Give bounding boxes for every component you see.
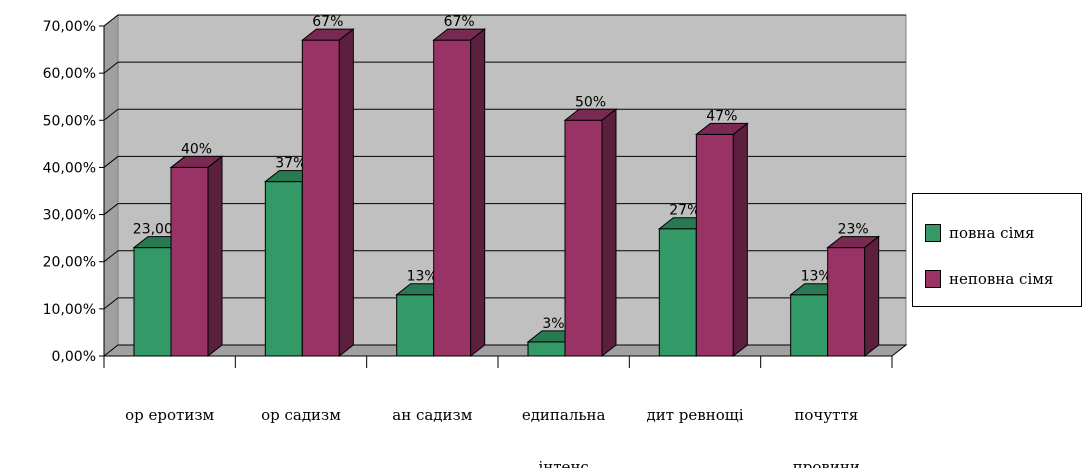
y-tick-label: 10,00% — [43, 302, 96, 318]
gridline — [103, 14, 906, 27]
bar — [433, 39, 472, 357]
y-tick-label: 0,00% — [52, 349, 96, 365]
bar-side — [601, 108, 617, 358]
bar-side — [207, 155, 223, 358]
data-label: 3% — [542, 316, 564, 332]
bar-side — [338, 28, 354, 358]
data-label: 47% — [706, 108, 737, 124]
y-tick-label: 20,00% — [43, 255, 96, 271]
bar — [527, 341, 566, 357]
gridline — [103, 203, 906, 215]
gridline — [103, 108, 906, 121]
x-tick-label: провини — [793, 458, 860, 468]
legend-label-full-family: повна сімя — [949, 224, 1035, 242]
data-label: 50% — [575, 94, 606, 110]
gridline — [103, 250, 906, 263]
bar — [170, 166, 209, 357]
data-label: 13% — [801, 269, 832, 285]
legend-swatch-full-family — [925, 224, 941, 242]
bar — [827, 247, 866, 357]
plot-back-wall — [117, 14, 907, 346]
y-tick-label: 40,00% — [43, 160, 96, 176]
data-label: 13% — [407, 269, 438, 285]
bar-side — [470, 28, 486, 358]
x-tick-label: інтенс — [538, 458, 588, 468]
x-tick-label: ан садизм — [392, 406, 472, 424]
y-tick-label: 60,00% — [43, 66, 96, 82]
data-label: 67% — [312, 14, 343, 30]
data-label: 40% — [181, 141, 212, 157]
bar — [790, 294, 829, 357]
plot-side-wall — [103, 13, 119, 358]
y-tick-label: 50,00% — [43, 113, 96, 129]
bar — [396, 294, 435, 357]
bar — [564, 119, 603, 357]
legend-item-incomplete-family: неповна сімя — [925, 270, 1053, 288]
y-tick-label: 70,00% — [43, 19, 96, 35]
bar-side — [732, 122, 748, 358]
legend-label-incomplete-family: неповна сімя — [949, 270, 1054, 288]
x-tick-label: едипальна — [522, 406, 606, 424]
bar — [658, 228, 697, 357]
bar — [133, 247, 172, 357]
gridline — [103, 297, 906, 310]
x-tick-label: почуття — [794, 406, 858, 424]
bar — [264, 181, 303, 357]
legend-item-full-family: повна сімя — [925, 224, 1035, 242]
data-label: 67% — [444, 14, 475, 30]
legend-swatch-incomplete-family — [925, 270, 941, 288]
y-tick-label: 30,00% — [43, 208, 96, 224]
legend: повна сімя неповна сімя — [912, 193, 1082, 307]
bar — [695, 133, 734, 357]
x-tick-label: ор еротизм — [125, 406, 214, 424]
bar-side — [864, 235, 880, 358]
data-label: 37% — [275, 156, 306, 172]
gridline — [103, 155, 906, 168]
x-tick-label: дит ревнощі — [647, 406, 744, 424]
data-label: 27% — [669, 203, 700, 219]
x-tick-label: ор садизм — [261, 406, 341, 424]
gridline — [103, 61, 906, 74]
bar — [301, 39, 340, 357]
plot-floor — [102, 344, 908, 357]
data-label: 23% — [838, 222, 869, 238]
